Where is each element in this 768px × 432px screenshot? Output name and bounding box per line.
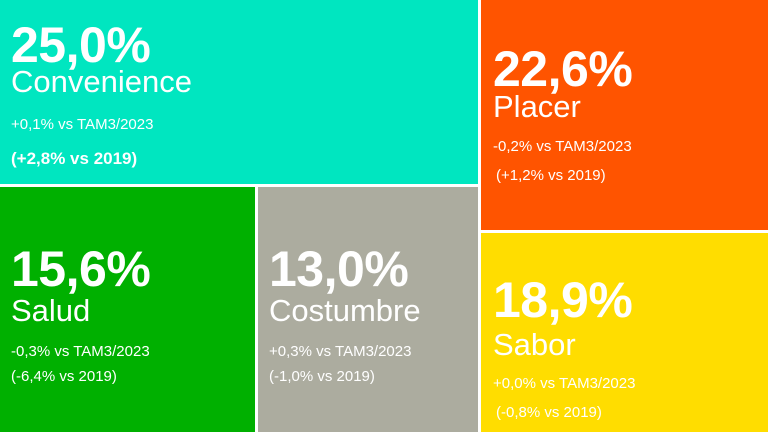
tile-convenience: 25,0% Convenience +0,1% vs TAM3/2023 (+2… [0, 0, 478, 184]
change-vs-tam: +0,0% vs TAM3/2023 [493, 375, 636, 392]
value-label: 13,0% [269, 241, 409, 297]
tile-sabor: 18,9% Sabor +0,0% vs TAM3/2023 (-0,8% vs… [481, 233, 768, 432]
category-label: Costumbre [269, 293, 421, 328]
change-vs-tam: -0,2% vs TAM3/2023 [493, 138, 632, 155]
change-vs-2019: (-0,8% vs 2019) [496, 404, 602, 421]
category-label: Sabor [493, 327, 576, 362]
change-vs-2019: (+2,8% vs 2019) [11, 149, 138, 168]
tile-placer: 22,6% Placer -0,2% vs TAM3/2023 (+1,2% v… [481, 0, 768, 230]
category-label: Placer [493, 89, 581, 124]
value-label: 22,6% [493, 41, 633, 97]
tile-costumbre: 13,0% Costumbre +0,3% vs TAM3/2023 (-1,0… [258, 187, 478, 432]
value-label: 15,6% [11, 241, 151, 297]
value-label: 25,0% [11, 17, 151, 73]
category-label: Salud [11, 293, 91, 328]
change-vs-2019: (+1,2% vs 2019) [496, 167, 606, 184]
change-vs-tam: -0,3% vs TAM3/2023 [11, 343, 150, 360]
change-vs-tam: +0,3% vs TAM3/2023 [269, 343, 412, 360]
change-vs-tam: +0,1% vs TAM3/2023 [11, 116, 154, 133]
change-vs-2019: (-1,0% vs 2019) [269, 368, 375, 385]
value-label: 18,9% [493, 272, 633, 328]
change-vs-2019: (-6,4% vs 2019) [11, 368, 117, 385]
category-label: Convenience [11, 64, 192, 99]
tile-salud: 15,6% Salud -0,3% vs TAM3/2023 (-6,4% vs… [0, 187, 255, 432]
